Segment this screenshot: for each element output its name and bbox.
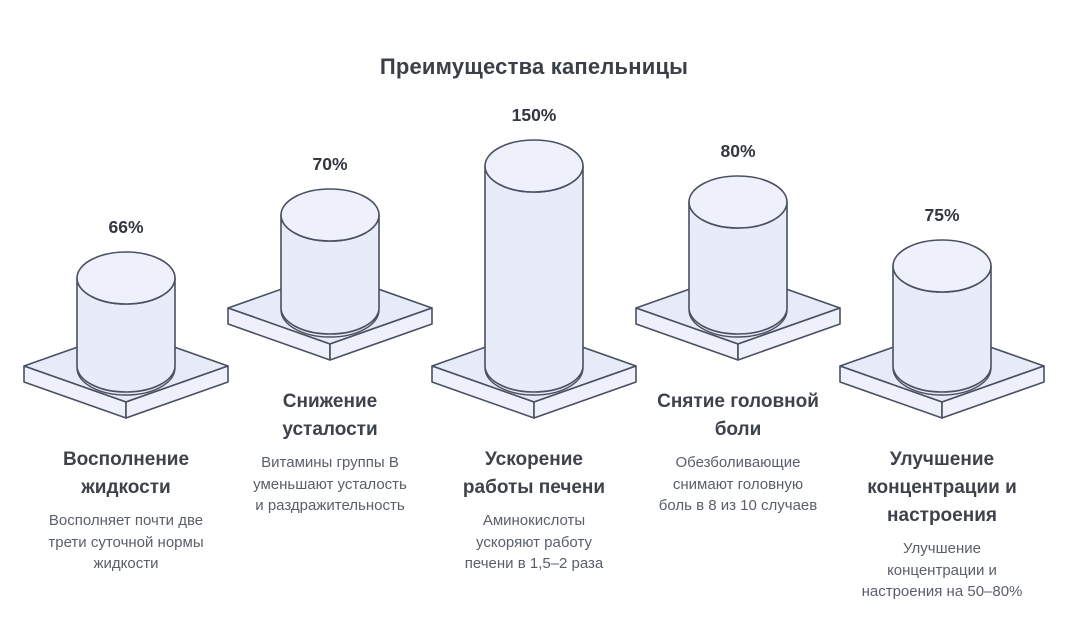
item-text: Снижение усталости Витамины группы В уме… [223, 388, 437, 517]
chart-item: 80% Снятие головной боли Обезболивающие … [633, 0, 843, 644]
item-heading: Восполнение жидкости [62, 449, 190, 498]
chart-item: 66% Восполнение жидкости Восполняет почт… [21, 0, 231, 644]
item-description: Витамины группы В уменьшают усталость и … [253, 454, 407, 514]
value-label: 66% [108, 217, 144, 237]
item-text: Восполнение жидкости Восполняет почти дв… [19, 446, 233, 575]
item-heading: Ускорение работы печени [462, 449, 606, 498]
chart-item: 75% Улучшение концентрации и настроения … [837, 0, 1047, 644]
chart-item: 70% Снижение усталости Витамины группы В… [225, 0, 435, 644]
item-text: Снятие головной боли Обезболивающие сним… [631, 388, 845, 517]
item-description: Улучшение концентрации и настроения на 5… [861, 540, 1023, 600]
value-label: 150% [511, 105, 557, 125]
item-description: Обезболивающие снимают головную боль в 8… [658, 454, 818, 514]
chart-item: 150% Ускорение работы печени Аминокислот… [429, 0, 639, 644]
page-title: Преимущества капельницы [379, 54, 689, 79]
value-label: 70% [312, 154, 348, 174]
item-text: Улучшение концентрации и настроения Улуч… [835, 446, 1049, 603]
item-description: Аминокислоты ускоряют работу печени в 1,… [464, 512, 604, 572]
item-text: Ускорение работы печени Аминокислоты уск… [427, 446, 641, 575]
item-heading: Снижение усталости [282, 391, 378, 440]
item-description: Восполняет почти две трети суточной норм… [48, 512, 204, 572]
item-heading: Снятие головной боли [657, 391, 819, 440]
item-heading: Улучшение концентрации и настроения [867, 449, 1017, 526]
value-label: 80% [720, 141, 756, 161]
value-label: 75% [924, 205, 960, 225]
